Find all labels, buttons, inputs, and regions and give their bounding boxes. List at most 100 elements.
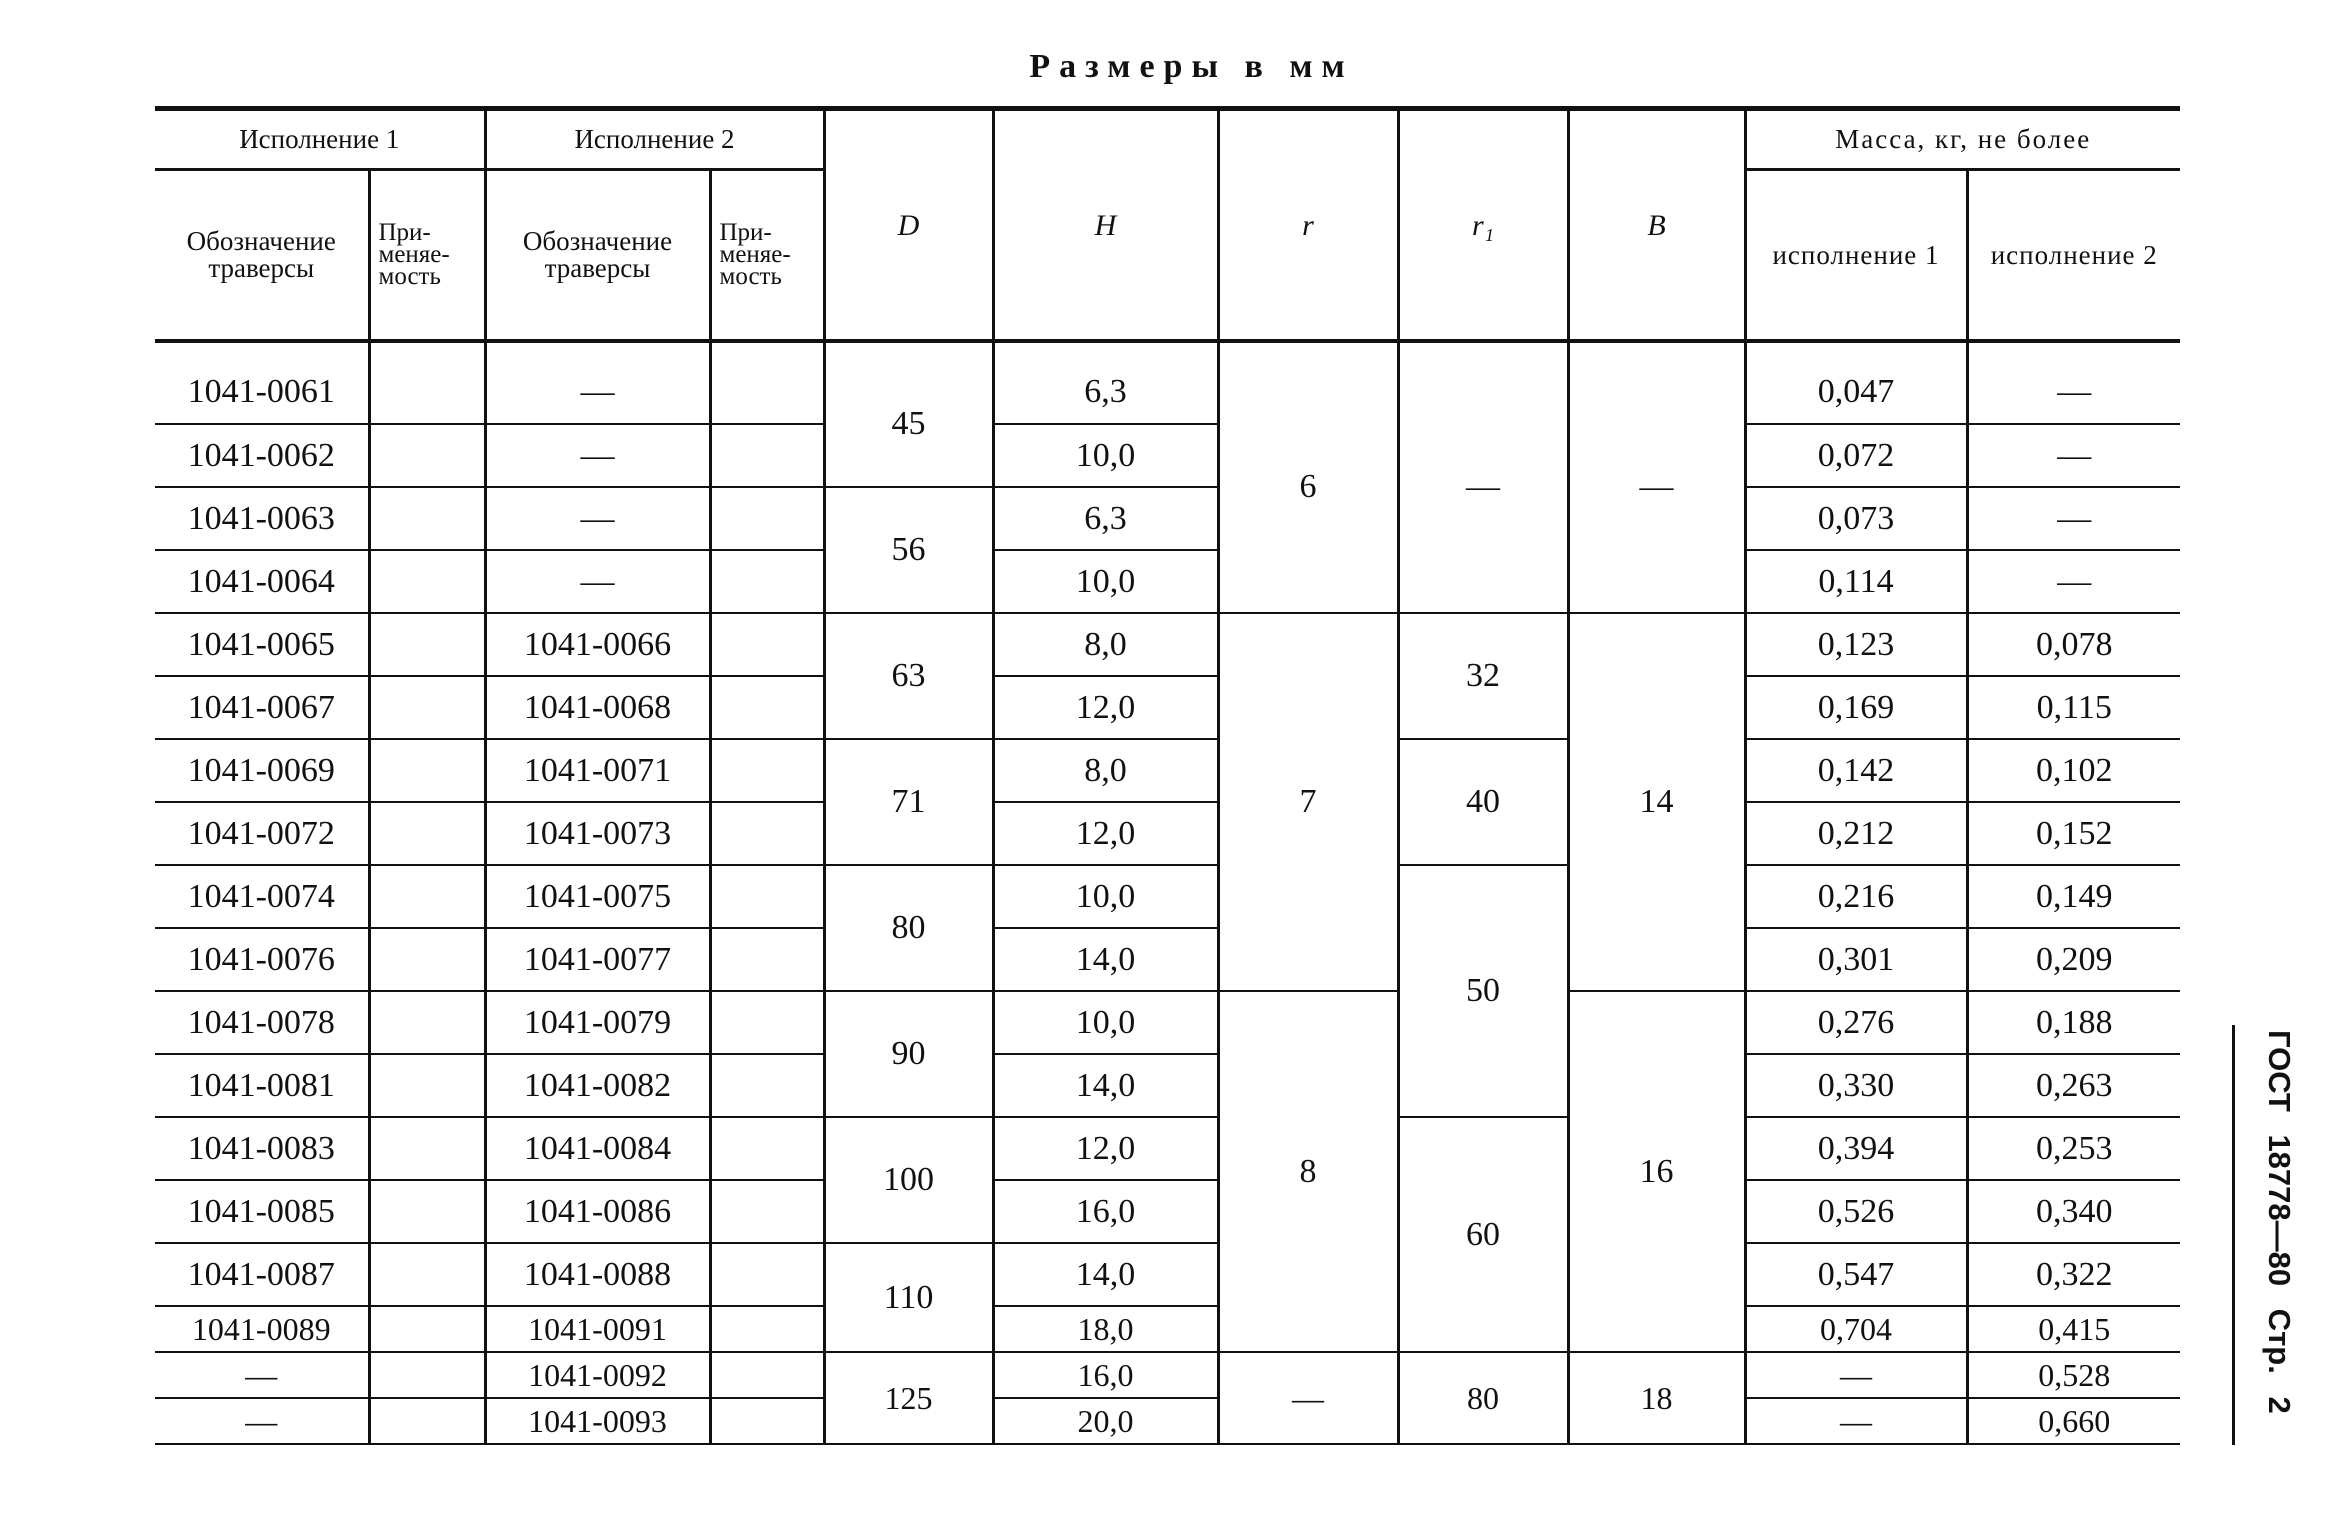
value-H: 10,0 bbox=[991, 550, 1218, 614]
value-D: 125 bbox=[822, 1352, 993, 1445]
designation-2: — bbox=[483, 424, 710, 488]
applicability-2 bbox=[708, 1306, 824, 1353]
applicability-2 bbox=[708, 487, 824, 551]
designation-2: 1041-0086 bbox=[483, 1180, 710, 1244]
spacer-cell bbox=[483, 341, 710, 361]
designation-2: 1041-0084 bbox=[483, 1117, 710, 1181]
value-H: 12,0 bbox=[991, 1117, 1218, 1181]
applicability-1 bbox=[367, 991, 485, 1055]
mass-execution-1: 0,547 bbox=[1743, 1243, 1967, 1307]
designation-1: 1041-0069 bbox=[155, 739, 369, 803]
dimensions-table: Исполнение 1 Исполнение 2 D H r r₁ B Мас… bbox=[155, 106, 2180, 1445]
applicability-1 bbox=[367, 739, 485, 803]
mass-execution-2: 0,209 bbox=[1965, 928, 2180, 992]
value-r1: — bbox=[1396, 361, 1568, 614]
designation-2: — bbox=[483, 361, 710, 425]
spacer-cell bbox=[1566, 341, 1745, 361]
designation-2: 1041-0088 bbox=[483, 1243, 710, 1307]
value-H: 10,0 bbox=[991, 424, 1218, 488]
spacer-cell bbox=[708, 341, 824, 361]
applicability-2 bbox=[708, 1180, 824, 1244]
header-H: H bbox=[991, 106, 1218, 343]
designation-1: 1041-0063 bbox=[155, 487, 369, 551]
table-row: 1041-0065 1041-0066 63 8,0 7 32 14 0,123 0,078 bbox=[155, 613, 2180, 992]
designation-1: 1041-0081 bbox=[155, 1054, 369, 1118]
value-D: 71 bbox=[822, 739, 993, 866]
applicability-1 bbox=[367, 487, 485, 551]
applicability-2 bbox=[708, 802, 824, 866]
mass-execution-1: 0,142 bbox=[1743, 739, 1967, 803]
header-execution-2: Исполнение 2 bbox=[483, 106, 824, 171]
applicability-2 bbox=[708, 676, 824, 740]
header-mass: Масса, кг, не более bbox=[1743, 106, 2180, 171]
table-row: 1041-0061—45 6,3 6— —0,047— bbox=[155, 361, 2180, 614]
header-designation-1: Обозначение траверсы bbox=[155, 169, 369, 343]
spacer-cell bbox=[367, 341, 485, 361]
table-row: 1041-0087 1041-0088 110 14,0 0,547 0,322 bbox=[155, 1243, 2180, 1353]
value-D: 63 bbox=[822, 613, 993, 740]
designation-1: — bbox=[155, 1352, 369, 1399]
mass-execution-2: 0,253 bbox=[1965, 1117, 2180, 1181]
value-H: 14,0 bbox=[991, 1054, 1218, 1118]
table-row: 1041-0089 1041-0091 18,0 0,704 0,415 bbox=[155, 1306, 2180, 1353]
mass-execution-2: 0,660 bbox=[1965, 1398, 2180, 1445]
designation-1: 1041-0089 bbox=[155, 1306, 369, 1353]
applicability-2 bbox=[708, 1117, 824, 1181]
mass-execution-1: 0,212 bbox=[1743, 802, 1967, 866]
designation-2: — bbox=[483, 487, 710, 551]
mass-execution-1: 0,394 bbox=[1743, 1117, 1967, 1181]
page-footer-caption: ГОСТ 18778—80 Стр. 2 bbox=[2262, 1030, 2297, 1414]
value-H: 16,0 bbox=[991, 1180, 1218, 1244]
header-applicability-2: При-меняе-мость bbox=[708, 169, 824, 343]
value-H: 6,3 bbox=[991, 361, 1218, 425]
designation-2: 1041-0066 bbox=[483, 613, 710, 677]
table-row: 1041-0064—10,0 0,114— bbox=[155, 550, 2180, 614]
table-row: 1041-0063—56 6,3 0,073— bbox=[155, 487, 2180, 614]
designation-1: 1041-0078 bbox=[155, 991, 369, 1055]
mass-execution-2: 0,415 bbox=[1965, 1306, 2180, 1353]
value-D: 56 bbox=[822, 487, 993, 614]
mass-execution-1: 0,114 bbox=[1743, 550, 1967, 614]
applicability-1 bbox=[367, 1398, 485, 1445]
header-execution-1: Исполнение 1 bbox=[155, 106, 485, 171]
spacer-cell bbox=[1216, 341, 1398, 361]
header-D: D bbox=[822, 106, 993, 343]
header-mass-execution-2: исполнение 2 bbox=[1965, 169, 2180, 343]
mass-execution-1: 0,704 bbox=[1743, 1306, 1967, 1353]
designation-1: 1041-0065 bbox=[155, 613, 369, 677]
spacer-cell bbox=[1743, 341, 1967, 361]
designation-1: 1041-0076 bbox=[155, 928, 369, 992]
applicability-1 bbox=[367, 1180, 485, 1244]
mass-execution-2: 0,340 bbox=[1965, 1180, 2180, 1244]
mass-execution-2: 0,078 bbox=[1965, 613, 2180, 677]
designation-2: 1041-0075 bbox=[483, 865, 710, 929]
mass-execution-1: 0,526 bbox=[1743, 1180, 1967, 1244]
designation-1: 1041-0072 bbox=[155, 802, 369, 866]
designation-1: 1041-0061 bbox=[155, 361, 369, 425]
table-row: —1041-0092 125 16,0—80 18—0,528 bbox=[155, 1352, 2180, 1445]
header-B: B bbox=[1566, 106, 1745, 343]
value-B: 18 bbox=[1566, 1352, 1745, 1445]
table-row: 1041-0081 1041-0082 14,0 0,330 0,263 bbox=[155, 1054, 2180, 1118]
applicability-1 bbox=[367, 424, 485, 488]
value-H: 18,0 bbox=[991, 1306, 1218, 1353]
mass-execution-1: 0,073 bbox=[1743, 487, 1967, 551]
applicability-1 bbox=[367, 865, 485, 929]
value-H: 14,0 bbox=[991, 1243, 1218, 1307]
mass-execution-2: 0,149 bbox=[1965, 865, 2180, 929]
table-row: 1041-0076 1041-0077 14,0 0,301 0,209 bbox=[155, 928, 2180, 992]
mass-execution-1: 0,301 bbox=[1743, 928, 1967, 992]
designation-1: 1041-0085 bbox=[155, 1180, 369, 1244]
designation-2: 1041-0082 bbox=[483, 1054, 710, 1118]
table-row: 1041-0078 1041-0079 90 10,0 8 16 0,276 0,188 bbox=[155, 991, 2180, 1353]
mass-execution-2: — bbox=[1965, 550, 2180, 614]
value-H: 6,3 bbox=[991, 487, 1218, 551]
applicability-1 bbox=[367, 802, 485, 866]
applicability-2 bbox=[708, 1054, 824, 1118]
applicability-2 bbox=[708, 424, 824, 488]
side-rule bbox=[2232, 1025, 2235, 1445]
designation-1: 1041-0067 bbox=[155, 676, 369, 740]
applicability-1 bbox=[367, 1054, 485, 1118]
mass-execution-2: 0,152 bbox=[1965, 802, 2180, 866]
designation-1: 1041-0087 bbox=[155, 1243, 369, 1307]
